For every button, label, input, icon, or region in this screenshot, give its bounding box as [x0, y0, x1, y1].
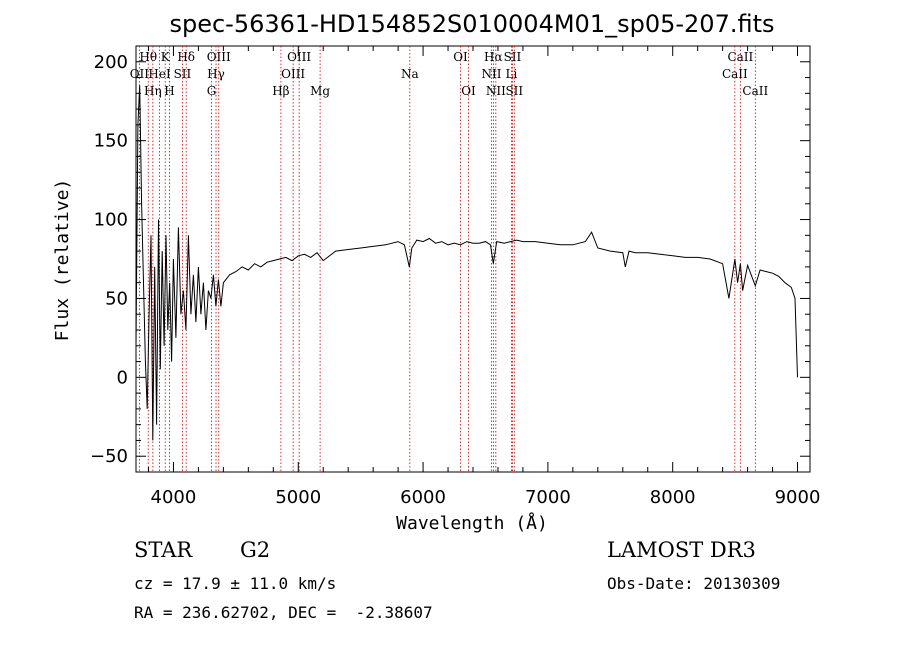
y-axis-title: Flux (relative)	[52, 179, 73, 342]
line-marker-label-15: Na	[401, 67, 419, 81]
line-marker-label-18: NII	[481, 67, 501, 81]
x-tick-label-3: 7000	[525, 487, 571, 508]
line-marker-label-6: SII	[174, 67, 192, 81]
line-marker-label-10: OIII	[207, 50, 231, 64]
line-marker-label-23: SII	[505, 84, 523, 98]
y-axis-ticks: −50 0 50 100 150 200	[90, 52, 810, 467]
line-marker-label-25: CaII	[727, 50, 753, 64]
line-marker-label-2: Hη	[144, 84, 162, 98]
line-marker-label-1: Hθ	[139, 50, 157, 64]
x-tick-label-5: 9000	[775, 487, 821, 508]
x-axis-title: Wavelength (Å)	[396, 512, 548, 534]
line-marker-label-17: OI	[461, 84, 476, 98]
line-marker-label-26: CaII	[742, 84, 768, 98]
line-marker-label-11: Hβ	[272, 84, 289, 98]
object-subclass: G2	[240, 538, 271, 562]
line-marker-label-8: G	[207, 84, 217, 98]
line-marker-label-4: K	[161, 50, 171, 64]
ra-dec-coordinates: RA = 236.62702, DEC = -2.38607	[134, 603, 433, 622]
line-marker-label-16: OI	[453, 50, 468, 64]
line-marker-label-3: HeI	[148, 67, 171, 81]
chart-title: spec-56361-HD154852S010004M01_sp05-207.f…	[169, 10, 774, 38]
line-marker-label-7: Hδ	[177, 50, 195, 64]
line-marker-label-9: Hγ	[207, 67, 225, 81]
observation-date: Obs-Date: 20130309	[607, 574, 781, 593]
survey-name: LAMOST DR3	[607, 538, 756, 562]
line-marker-label-22: SII	[504, 50, 522, 64]
line-markers	[138, 46, 756, 472]
line-marker-labels: OIIHθHηHeIKHSIIHδGHγOIIIHβOIIIOIIIMgNaOI…	[130, 50, 769, 98]
line-marker-label-21: Li	[506, 67, 518, 81]
redshift-cz: cz = 17.9 ± 11.0 km/s	[134, 574, 337, 593]
line-marker-label-20: NII	[486, 84, 506, 98]
y-tick-label-4: 150	[94, 131, 128, 152]
x-tick-label-0: 4000	[151, 487, 197, 508]
object-class: STAR	[134, 538, 193, 562]
x-tick-label-1: 5000	[275, 487, 321, 508]
y-tick-label-2: 50	[105, 288, 128, 309]
x-axis-ticks: 4000 5000 6000 7000 8000 9000	[147, 46, 821, 508]
flux-series-line	[135, 85, 798, 441]
line-marker-label-12: OIII	[281, 67, 305, 81]
y-tick-label-0: −50	[90, 446, 128, 467]
line-marker-label-13: OIII	[287, 50, 311, 64]
x-tick-label-4: 8000	[650, 487, 696, 508]
y-tick-label-1: 0	[117, 367, 128, 388]
line-marker-label-5: H	[164, 84, 174, 98]
y-tick-label-3: 100	[94, 210, 128, 231]
line-marker-label-19: Hα	[484, 50, 503, 64]
y-tick-label-5: 200	[94, 52, 128, 73]
x-tick-label-2: 6000	[400, 487, 446, 508]
line-marker-label-14: Mg	[310, 84, 330, 98]
line-marker-label-0: OII	[130, 67, 150, 81]
line-marker-label-24: CaII	[722, 67, 748, 81]
